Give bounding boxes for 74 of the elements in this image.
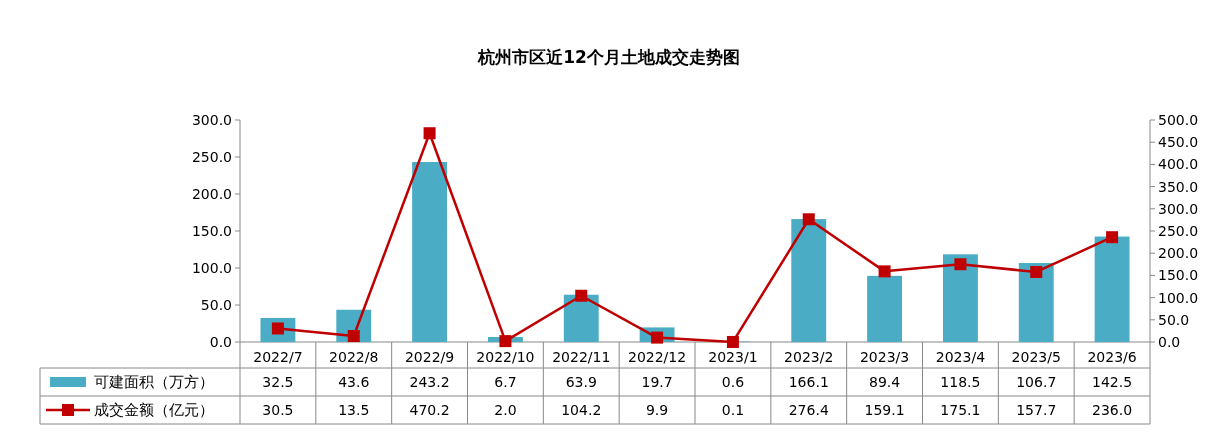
data-label: 0.1: [721, 402, 745, 418]
x-tick-label: 2022/10: [476, 349, 535, 365]
y2-tick-label: 250.0: [1158, 223, 1199, 239]
chart-title: 杭州市区近12个月土地成交走势图: [477, 47, 740, 67]
data-label: 19.7: [641, 374, 673, 390]
point: [347, 330, 360, 343]
y2-tick-label: 150.0: [1158, 267, 1199, 284]
data-label: 243.2: [409, 374, 450, 390]
data-label: 142.5: [1092, 374, 1133, 390]
y2-tick-label: 200.0: [1158, 245, 1199, 262]
data-label: 30.5: [262, 402, 294, 418]
bar: [1018, 263, 1054, 342]
bar: [563, 294, 599, 342]
bar: [412, 162, 448, 342]
data-label: 13.5: [338, 402, 370, 418]
y2-tick-label: 500.0: [1158, 112, 1199, 128]
data-label: 106.7: [1016, 374, 1057, 390]
x-tick-label: 2022/12: [628, 349, 687, 365]
bar: [942, 254, 978, 342]
point: [499, 335, 512, 348]
data-label: 43.6: [338, 374, 370, 390]
data-label: 6.7: [494, 374, 517, 390]
y2-tick-label: 350.0: [1158, 178, 1199, 195]
legend-label: 成交金额（亿元）: [94, 401, 214, 419]
bar: [791, 219, 827, 342]
data-label: 157.7: [1016, 402, 1057, 418]
data-label: 89.4: [869, 374, 901, 390]
x-tick-label: 2023/3: [859, 349, 910, 365]
point: [954, 258, 967, 271]
data-label: 118.5: [940, 374, 981, 390]
bar: [1094, 236, 1130, 342]
y2-tick-label: 100.0: [1158, 289, 1199, 306]
x-tick-label: 2023/1: [708, 349, 758, 365]
point: [575, 289, 588, 302]
x-tick-label: 2022/11: [552, 349, 611, 365]
data-label: 104.2: [561, 402, 602, 418]
bar: [867, 275, 903, 342]
y2-tick-label: 300.0: [1158, 200, 1199, 217]
y2-tick-label: 400.0: [1158, 156, 1199, 173]
x-tick-label: 2023/2: [784, 349, 834, 365]
data-label: 32.5: [262, 374, 294, 390]
data-label: 63.9: [565, 374, 597, 390]
x-tick-label: 2022/7: [253, 349, 303, 365]
point: [1106, 231, 1119, 244]
data-label: 159.1: [864, 402, 905, 418]
data-label: 175.1: [940, 402, 981, 418]
legend-label: 可建面积（万方）: [94, 373, 214, 391]
y2-tick-label: 0.0: [1158, 334, 1181, 350]
y2-tick-label: 50.0: [1158, 311, 1190, 328]
y-tick-label: 100.0: [191, 260, 232, 276]
y-tick-label: 0.0: [209, 334, 232, 350]
x-tick-label: 2023/6: [1087, 349, 1137, 365]
data-label: 0.6: [721, 374, 745, 390]
point: [802, 213, 815, 226]
x-tick-label: 2022/8: [329, 349, 379, 365]
y-tick-label: 250.0: [191, 149, 232, 165]
y-tick-label: 150.0: [191, 223, 232, 239]
point: [423, 127, 436, 140]
point: [878, 265, 891, 278]
y-tick-label: 200.0: [191, 186, 232, 202]
x-tick-label: 2022/9: [404, 349, 455, 365]
data-label: 276.4: [788, 402, 829, 418]
y-tick-label: 300.0: [191, 112, 232, 128]
y-tick-label: 50.0: [200, 297, 232, 313]
point: [726, 335, 739, 348]
data-label: 2.0: [494, 402, 517, 418]
x-tick-label: 2023/4: [935, 349, 986, 365]
data-label: 470.2: [409, 402, 450, 418]
data-label: 236.0: [1092, 402, 1133, 418]
x-tick-label: 2023/5: [1011, 349, 1061, 365]
data-label: 9.9: [645, 402, 669, 418]
point: [1030, 265, 1043, 278]
y2-tick-label: 450.0: [1158, 134, 1199, 151]
data-label: 166.1: [788, 374, 829, 390]
